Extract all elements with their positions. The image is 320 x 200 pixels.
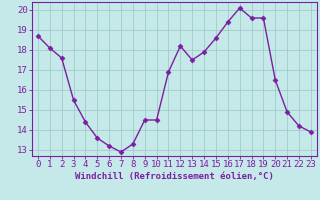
X-axis label: Windchill (Refroidissement éolien,°C): Windchill (Refroidissement éolien,°C) (75, 172, 274, 181)
